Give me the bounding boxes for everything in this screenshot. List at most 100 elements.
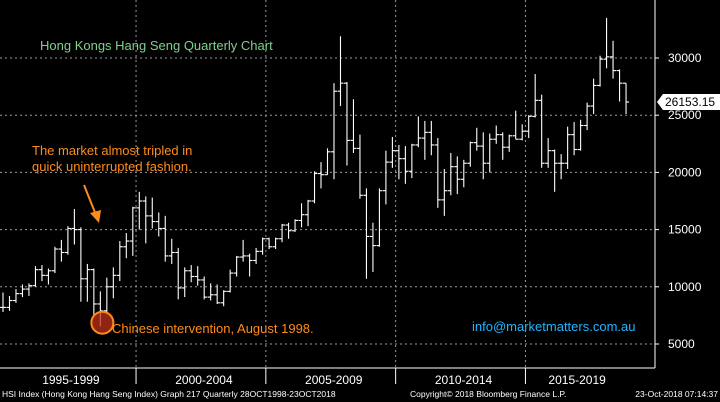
ohlc-bar: [45, 268, 52, 285]
ohlc-bar: [376, 188, 383, 247]
ohlc-bar: [447, 152, 454, 196]
ohlc-bar: [564, 126, 571, 169]
annotation-arrow-line: [83, 184, 97, 216]
ohlc-bar: [162, 215, 169, 262]
ohlc-bar: [428, 120, 435, 156]
ohlc-bar: [64, 226, 71, 255]
ohlc-bar: [259, 237, 266, 255]
axis-layer: [0, 0, 656, 369]
ohlc-bar: [279, 223, 286, 243]
intervention-marker-circle: [90, 310, 115, 335]
ohlc-bar: [330, 83, 337, 180]
ohlc-bar: [6, 295, 13, 311]
ohlc-bar: [136, 191, 143, 230]
ohlc-bar: [38, 265, 45, 282]
ohlc-bar: [32, 266, 39, 287]
ohlc-bar: [311, 171, 318, 204]
grid-layer: [0, 0, 655, 368]
last-value-tag: 26153.15: [657, 94, 720, 111]
ohlc-bar: [285, 222, 292, 239]
x-axis-label: 1995-1999: [42, 373, 100, 387]
ohlc-bar: [356, 134, 363, 199]
ohlc-bar: [12, 289, 19, 303]
ohlc-bar: [467, 141, 474, 167]
ohlc-bar: [240, 239, 247, 262]
ohlc-bar: [0, 292, 6, 312]
ohlc-bar: [415, 116, 422, 148]
ohlc-bar: [551, 149, 558, 192]
y-tick-label: 15000: [668, 223, 702, 237]
tripled-annotation: The market almost tripled in quick unint…: [32, 143, 192, 223]
ohlc-bar: [590, 78, 597, 115]
ohlc-bar: [577, 119, 584, 151]
ohlc-bar: [538, 94, 545, 168]
ohlc-bar: [610, 40, 617, 79]
ohlc-bar: [116, 241, 123, 282]
ohlc-bar: [454, 156, 461, 195]
ohlc-bar: [188, 265, 195, 283]
ohlc-bar: [181, 267, 188, 298]
ohlc-bar: [350, 99, 357, 153]
ohlc-bar: [214, 284, 221, 304]
ohlc-bar: [525, 115, 532, 139]
annotation-arrowhead-icon: [90, 210, 101, 223]
ohlc-bar: [584, 102, 591, 131]
ohlc-bar: [512, 110, 519, 140]
x-axis-labels: 1995-1999 2000-2004 2005-2009 2010-2014 2015…: [42, 368, 606, 387]
ohlc-bar: [201, 276, 208, 300]
ohlc-bar: [220, 290, 227, 307]
ohlc-bar: [623, 82, 630, 115]
ohlc-bar: [506, 134, 513, 152]
ohlc-bar: [597, 55, 604, 87]
y-tick-label: 25000: [668, 108, 702, 122]
y-tick-labels: 5000 10000 15000 20000 25000 30000: [655, 51, 702, 351]
ohlc-bar: [318, 162, 325, 189]
ohlc-bar: [123, 233, 130, 259]
ohlc-bar: [272, 237, 279, 250]
ohlc-bar: [369, 222, 376, 272]
ohlc-bar: [155, 212, 162, 237]
x-axis-label: 2005-2009: [305, 373, 363, 387]
tripled-annotation-line-2: quick uninterrupted fashion.: [32, 159, 192, 174]
last-value-box: [657, 94, 720, 111]
ohlc-bar: [298, 203, 305, 228]
ohlc-bar: [408, 143, 415, 179]
y-tick-label: 5000: [668, 337, 695, 351]
chart-title: Hong Kongs Hang Seng Quarterly Chart: [40, 38, 273, 53]
ohlc-bar: [253, 247, 260, 264]
ohlc-bar: [51, 246, 58, 274]
ohlc-bar: [207, 283, 214, 301]
ohlc-bar: [337, 36, 344, 107]
ohlc-bar: [324, 148, 331, 176]
y-tick-label: 30000: [668, 51, 702, 65]
ohlc-bar: [395, 144, 402, 180]
y-tick-label: 20000: [668, 165, 702, 179]
ohlc-bar: [233, 255, 240, 277]
x-axis-label: 2010-2014: [435, 373, 493, 387]
ohlc-bar: [480, 132, 487, 180]
ohlc-bar: [571, 122, 578, 156]
ohlc-bar: [292, 219, 299, 232]
ohlc-bar: [149, 197, 156, 229]
footer-timestamp: 23-Oct-2018 07:14:37: [635, 389, 718, 399]
last-value-label: 26153.15: [665, 95, 715, 109]
ohlc-bar: [227, 269, 234, 293]
ohlc-bar: [473, 127, 480, 151]
ohlc-bar: [77, 227, 84, 302]
ohlc-bar: [343, 82, 350, 166]
ohlc-bar: [175, 247, 182, 300]
ohlc-bar: [90, 268, 97, 316]
ohlc-bar: [499, 132, 506, 160]
y-tick-label: 10000: [668, 280, 702, 294]
ohlc-bar: [486, 133, 493, 173]
ohlc-bar: [58, 239, 65, 262]
ohlc-bar: [142, 196, 149, 244]
ohlc-bar: [194, 266, 201, 286]
ohlc-bar: [421, 120, 428, 160]
ohlc-bar: [434, 138, 441, 208]
price-bars: [0, 17, 630, 327]
intervention-annotation: Chinese intervention, August 1998.: [112, 321, 314, 336]
ohlc-bar: [389, 136, 396, 168]
watermark-text: info@marketmatters.com.au: [472, 319, 635, 334]
